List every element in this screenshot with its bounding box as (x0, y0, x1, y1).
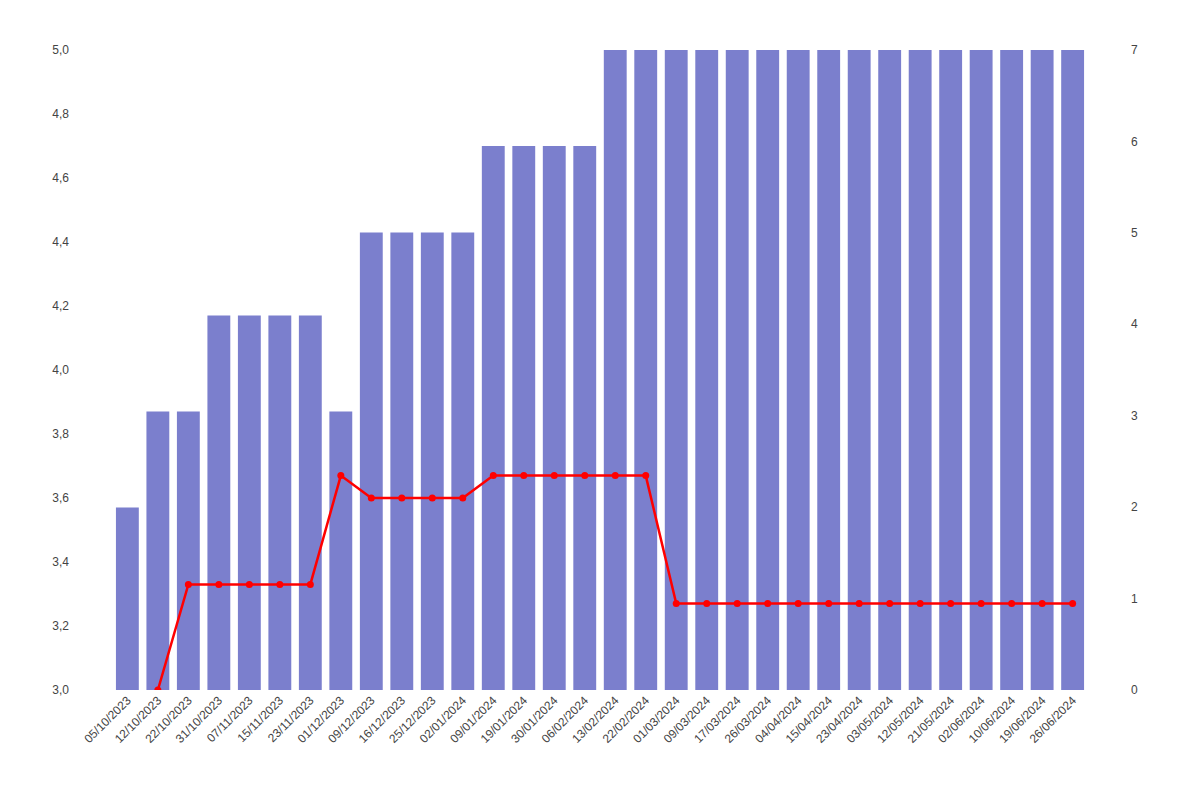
svg-text:04/04/2024: 04/04/2024 (752, 693, 805, 746)
svg-text:23/04/2024: 23/04/2024 (813, 693, 866, 746)
svg-text:05/10/2023: 05/10/2023 (81, 693, 134, 746)
svg-text:5,0: 5,0 (52, 43, 69, 57)
svg-text:10/06/2024: 10/06/2024 (966, 693, 1019, 746)
svg-text:3: 3 (1131, 409, 1138, 423)
svg-text:4,2: 4,2 (52, 299, 69, 313)
svg-text:3,8: 3,8 (52, 427, 69, 441)
svg-text:09/12/2023: 09/12/2023 (325, 693, 378, 746)
svg-text:17/03/2024: 17/03/2024 (691, 693, 744, 746)
svg-text:1: 1 (1131, 592, 1138, 606)
svg-text:12/10/2023: 12/10/2023 (112, 693, 165, 746)
svg-text:15/11/2023: 15/11/2023 (234, 693, 286, 745)
svg-text:4,8: 4,8 (52, 107, 69, 121)
svg-text:15/04/2024: 15/04/2024 (783, 693, 836, 746)
svg-text:01/12/2023: 01/12/2023 (295, 693, 348, 746)
svg-text:3,2: 3,2 (52, 619, 69, 633)
svg-text:01/03/2024: 01/03/2024 (630, 693, 683, 746)
svg-text:2: 2 (1131, 500, 1138, 514)
svg-text:30/01/2024: 30/01/2024 (508, 693, 561, 746)
svg-text:3,6: 3,6 (52, 491, 69, 505)
svg-text:22/10/2023: 22/10/2023 (142, 693, 195, 746)
svg-text:4: 4 (1131, 317, 1138, 331)
svg-text:16/12/2023: 16/12/2023 (356, 693, 409, 746)
svg-text:31/10/2023: 31/10/2023 (173, 693, 226, 746)
svg-text:25/12/2023: 25/12/2023 (386, 693, 439, 746)
svg-text:4,0: 4,0 (52, 363, 69, 377)
svg-text:06/02/2024: 06/02/2024 (539, 693, 592, 746)
svg-text:3,0: 3,0 (52, 683, 69, 697)
svg-text:26/03/2024: 26/03/2024 (722, 693, 775, 746)
svg-text:21/05/2024: 21/05/2024 (905, 693, 958, 746)
svg-text:13/02/2024: 13/02/2024 (569, 693, 622, 746)
svg-text:02/01/2024: 02/01/2024 (417, 693, 470, 746)
svg-text:4,6: 4,6 (52, 171, 69, 185)
svg-text:07/11/2023: 07/11/2023 (204, 693, 256, 745)
svg-text:4,4: 4,4 (52, 235, 69, 249)
svg-text:26/06/2024: 26/06/2024 (1027, 693, 1080, 746)
svg-text:03/05/2024: 03/05/2024 (844, 693, 897, 746)
svg-text:09/01/2024: 09/01/2024 (447, 693, 500, 746)
svg-text:5: 5 (1131, 226, 1138, 240)
svg-text:6: 6 (1131, 135, 1138, 149)
svg-text:12/05/2024: 12/05/2024 (874, 693, 927, 746)
svg-text:19/01/2024: 19/01/2024 (478, 693, 531, 746)
svg-text:0: 0 (1131, 683, 1138, 697)
svg-text:7: 7 (1131, 43, 1138, 57)
svg-text:3,4: 3,4 (52, 555, 69, 569)
svg-text:02/06/2024: 02/06/2024 (935, 693, 988, 746)
svg-text:09/03/2024: 09/03/2024 (661, 693, 714, 746)
svg-text:19/06/2024: 19/06/2024 (996, 693, 1049, 746)
svg-text:23/11/2023: 23/11/2023 (265, 693, 317, 745)
svg-text:22/02/2024: 22/02/2024 (600, 693, 653, 746)
